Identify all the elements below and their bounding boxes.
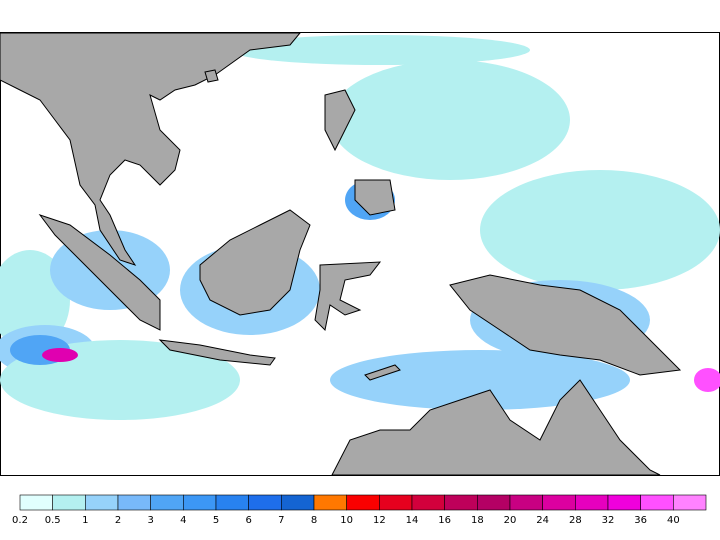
colorbar-tick-label: 40 bbox=[667, 515, 680, 526]
mindanao bbox=[354, 179, 396, 216]
colorbar-swatch bbox=[52, 494, 86, 511]
colorbar-tick-label: 8 bbox=[311, 515, 317, 526]
colorbar-tick-label: 32 bbox=[602, 515, 615, 526]
colorbar-swatch bbox=[379, 494, 413, 511]
colorbar-swatch bbox=[85, 494, 119, 511]
colorbar-swatch bbox=[477, 494, 511, 511]
colorbar-tick-label: 4 bbox=[180, 515, 186, 526]
colorbar-tick-label: 18 bbox=[471, 515, 484, 526]
colorbar-tick-label: 2 bbox=[115, 515, 121, 526]
colorbar-swatch bbox=[575, 494, 609, 511]
colorbar-swatch bbox=[607, 494, 641, 511]
map bbox=[0, 32, 720, 476]
timor bbox=[364, 364, 401, 381]
colorbar-tick-label: 6 bbox=[245, 515, 251, 526]
new-guinea bbox=[449, 274, 682, 376]
colorbar-tick-label: 24 bbox=[536, 515, 549, 526]
colorbar-swatch bbox=[117, 494, 151, 511]
colorbar-swatch bbox=[542, 494, 576, 511]
colorbar-tick-label: 14 bbox=[406, 515, 419, 526]
australia bbox=[331, 379, 661, 476]
mainland-asia bbox=[0, 32, 302, 266]
colorbar-tick-label: 10 bbox=[340, 515, 353, 526]
rain-area bbox=[480, 170, 720, 290]
rain-area bbox=[230, 35, 530, 65]
java bbox=[158, 339, 276, 366]
colorbar-swatch bbox=[281, 494, 315, 511]
sumatra bbox=[38, 214, 161, 331]
colorbar-swatch bbox=[509, 494, 543, 511]
colorbar-swatch bbox=[411, 494, 445, 511]
colorbar-tick-label: 3 bbox=[147, 515, 153, 526]
rain-core bbox=[694, 368, 720, 392]
colorbar-swatch bbox=[640, 494, 674, 511]
colorbar-tick-label: 7 bbox=[278, 515, 284, 526]
colorbar-swatch bbox=[673, 494, 707, 511]
colorbar-swatch bbox=[346, 494, 380, 511]
colorbar-tick-label: 28 bbox=[569, 515, 582, 526]
colorbar-swatch bbox=[215, 494, 249, 511]
borneo bbox=[199, 209, 311, 316]
colorbar-tick-label: 0.5 bbox=[45, 515, 61, 526]
colorbar-tick-label: 16 bbox=[438, 515, 451, 526]
colorbar-swatch bbox=[183, 494, 217, 511]
colorbar-tick-label: 20 bbox=[504, 515, 517, 526]
colorbar-swatch bbox=[313, 494, 347, 511]
luzon bbox=[324, 89, 356, 152]
colorbar-swatch bbox=[444, 494, 478, 511]
colorbar-swatch bbox=[19, 494, 53, 511]
rain-area bbox=[330, 350, 630, 410]
land bbox=[0, 32, 682, 476]
colorbar-tick-label: 5 bbox=[213, 515, 219, 526]
rain-area bbox=[330, 60, 570, 180]
colorbar-swatch bbox=[248, 494, 282, 511]
colorbar: 0.2 0.5 1 2 3 4 5 6 7 8 10 12 14 16 18 20 24 28 32 36 40 bbox=[12, 494, 707, 526]
hainan bbox=[204, 69, 219, 83]
sulawesi bbox=[314, 261, 382, 332]
colorbar-tick-label: 12 bbox=[373, 515, 386, 526]
colorbar-tick-label: 0.2 bbox=[12, 515, 28, 526]
colorbar-swatch bbox=[150, 494, 184, 511]
colorbar-tick-label: 1 bbox=[82, 515, 88, 526]
rain-core bbox=[42, 348, 78, 362]
colorbar-tick-label: 36 bbox=[634, 515, 647, 526]
